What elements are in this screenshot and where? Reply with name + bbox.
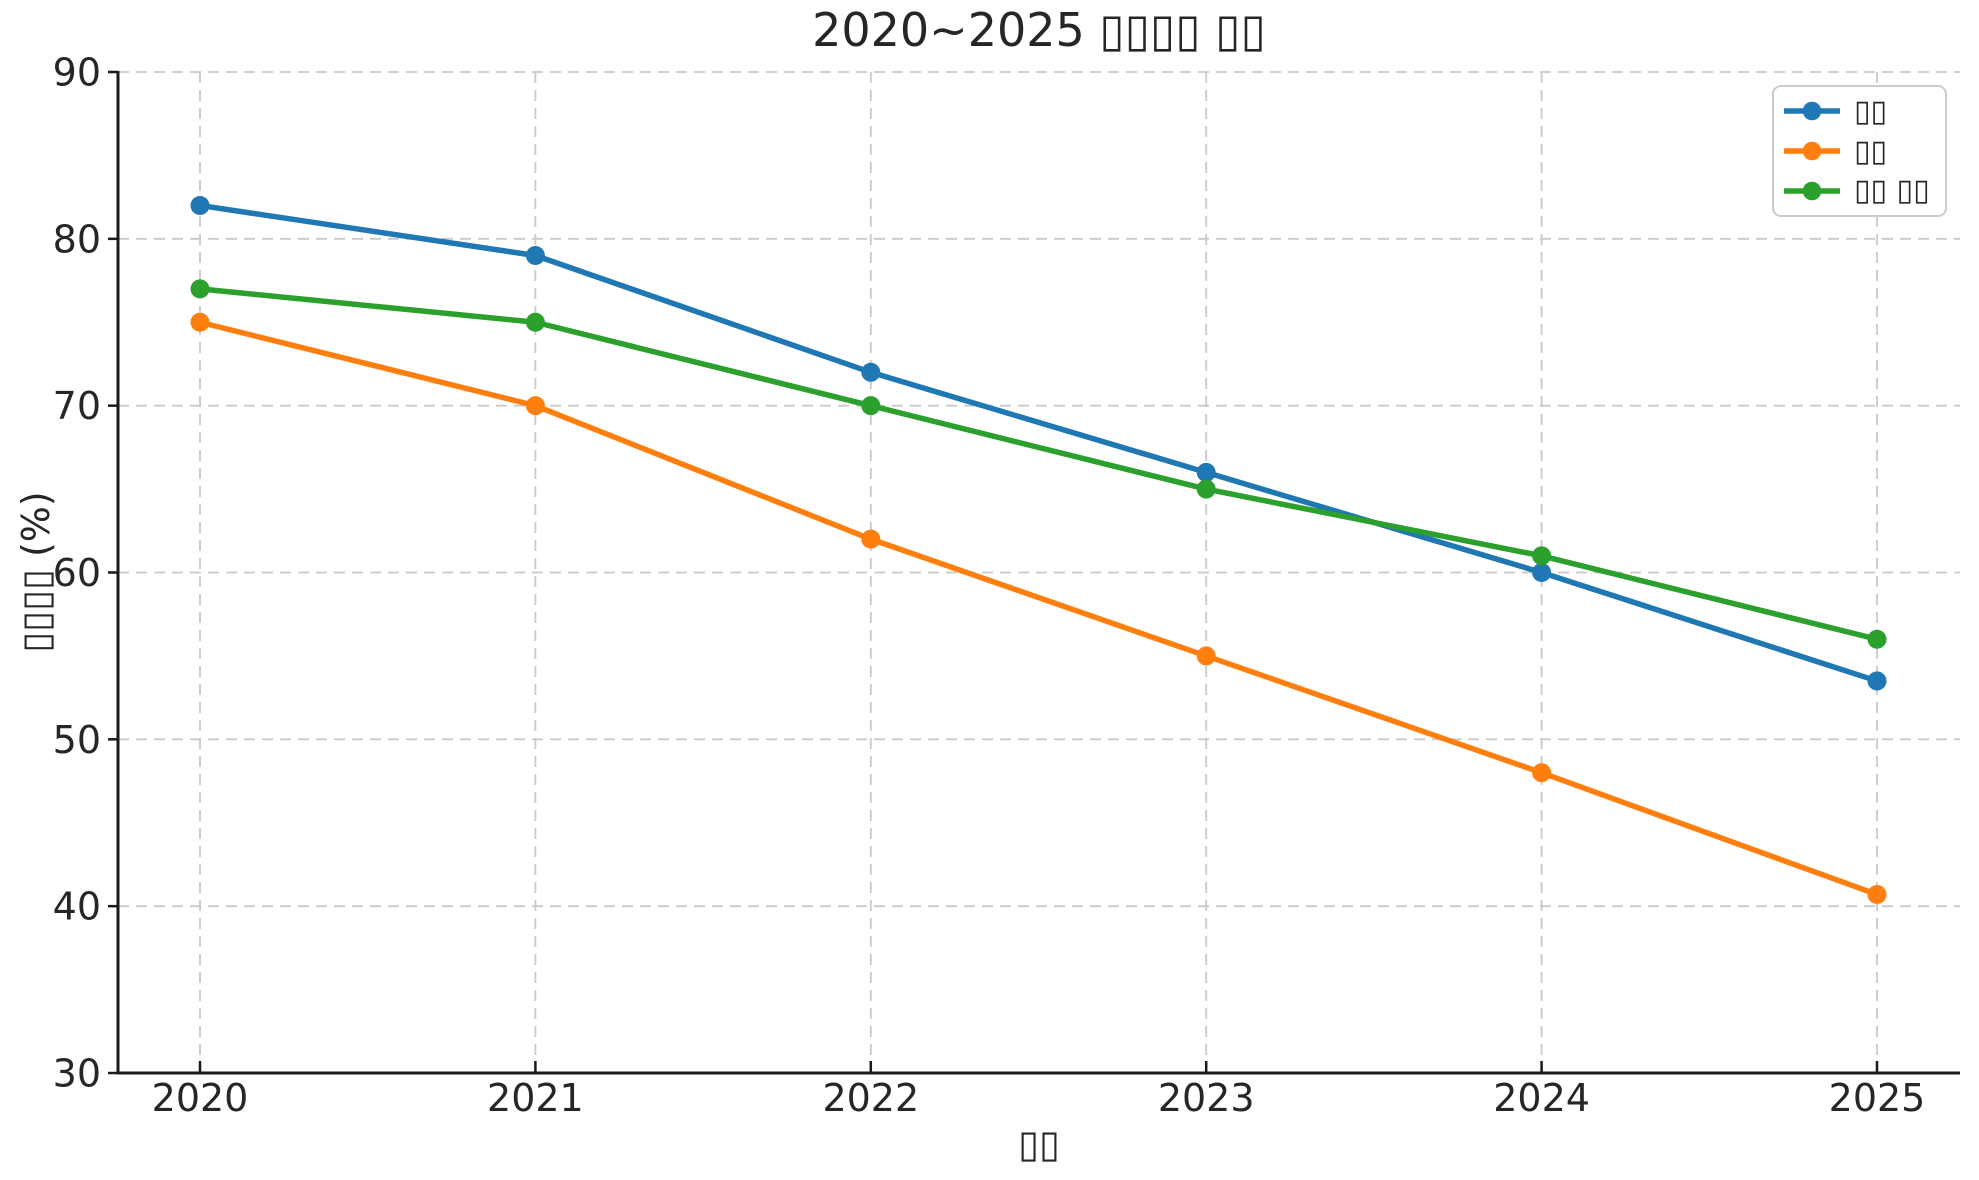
- y-tick-label: 60: [53, 551, 101, 595]
- x-tick-label: 2025: [1829, 1076, 1926, 1120]
- y-tick-label: 90: [53, 51, 101, 95]
- legend-line-marker-icon: [1784, 101, 1840, 121]
- series-1-marker: [1196, 646, 1216, 666]
- y-tick-label: 70: [53, 384, 101, 428]
- legend: ▯▯ ▯▯ ▯▯ ▯▯: [1772, 85, 1947, 217]
- series-2-marker: [1196, 479, 1216, 499]
- chart-title: 2020~2025 ▯▯▯▯ ▯▯: [812, 3, 1266, 57]
- series-1-marker: [1532, 763, 1552, 783]
- legend-label: ▯▯: [1854, 93, 1888, 129]
- series-1-marker: [190, 312, 210, 332]
- legend-item: ▯▯: [1783, 134, 1941, 169]
- series-2-marker: [1867, 629, 1887, 649]
- legend-line-marker-icon: [1784, 181, 1840, 201]
- series-2-marker: [190, 279, 210, 299]
- series-1-marker: [525, 396, 545, 416]
- x-axis-label: ▯▯: [1018, 1122, 1060, 1166]
- x-tick-label: 2023: [1158, 1076, 1255, 1120]
- y-tick-label: 30: [53, 1052, 101, 1096]
- y-tick-label: 40: [53, 885, 101, 929]
- series-line-0: [197, 202, 1880, 684]
- series-1-marker: [1867, 884, 1887, 904]
- series-line-1: [197, 319, 1880, 898]
- series-0-marker: [861, 362, 881, 382]
- legend-label: ▯▯ ▯▯: [1854, 173, 1930, 209]
- series-1-marker: [861, 529, 881, 549]
- legend-item: ▯▯ ▯▯: [1783, 173, 1941, 208]
- legend-label: ▯▯: [1854, 133, 1888, 169]
- y-tick-label: 50: [53, 718, 101, 762]
- series-2-marker: [1532, 546, 1552, 566]
- series-line-2: [197, 286, 1880, 642]
- series-0-marker: [1867, 671, 1887, 691]
- x-tick-label: 2021: [487, 1076, 584, 1120]
- x-tick-label: 2024: [1493, 1076, 1590, 1120]
- x-tick-label: 2022: [822, 1076, 919, 1120]
- legend-item: ▯▯: [1783, 94, 1941, 129]
- y-tick-label: 80: [53, 217, 101, 261]
- y-axis-label: ▯▯▯▯ (%): [14, 491, 58, 653]
- series-0-marker: [1532, 563, 1552, 582]
- series-0-marker: [190, 195, 210, 215]
- series-2-marker: [525, 312, 545, 332]
- series-0-marker: [1196, 462, 1216, 482]
- legend-line-marker-icon: [1784, 141, 1840, 161]
- series-0-marker: [525, 246, 545, 266]
- series-2-marker: [861, 396, 881, 416]
- x-tick-label: 2020: [152, 1076, 249, 1120]
